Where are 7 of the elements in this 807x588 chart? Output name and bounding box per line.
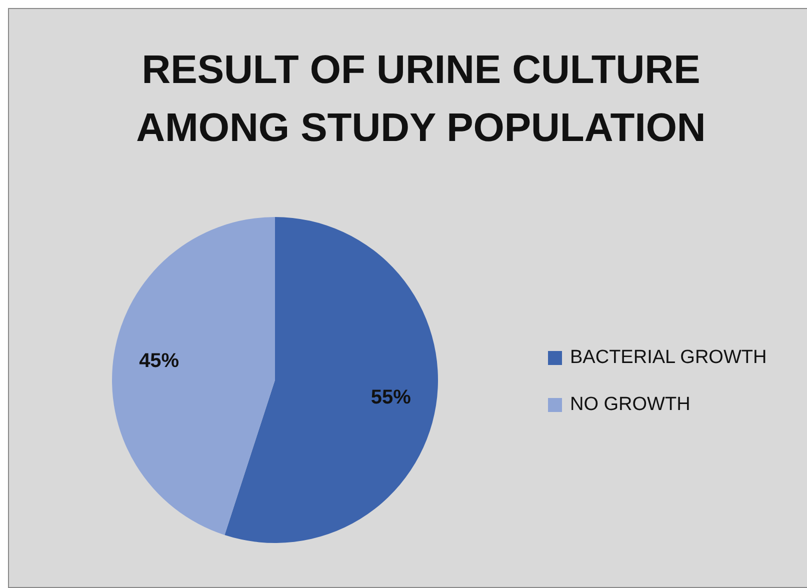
data-label: 45% xyxy=(139,350,180,372)
data-label: 55% xyxy=(370,386,412,409)
chart-title: RESULT OF URINE CULTURE AMONG STUDY POPULATION xyxy=(136,48,706,150)
pie-slice xyxy=(112,217,275,536)
legend-label: NO GROWTH xyxy=(570,394,690,416)
legend-label: BACTERIAL GROWTH xyxy=(570,347,767,368)
pie-slice xyxy=(224,217,438,543)
